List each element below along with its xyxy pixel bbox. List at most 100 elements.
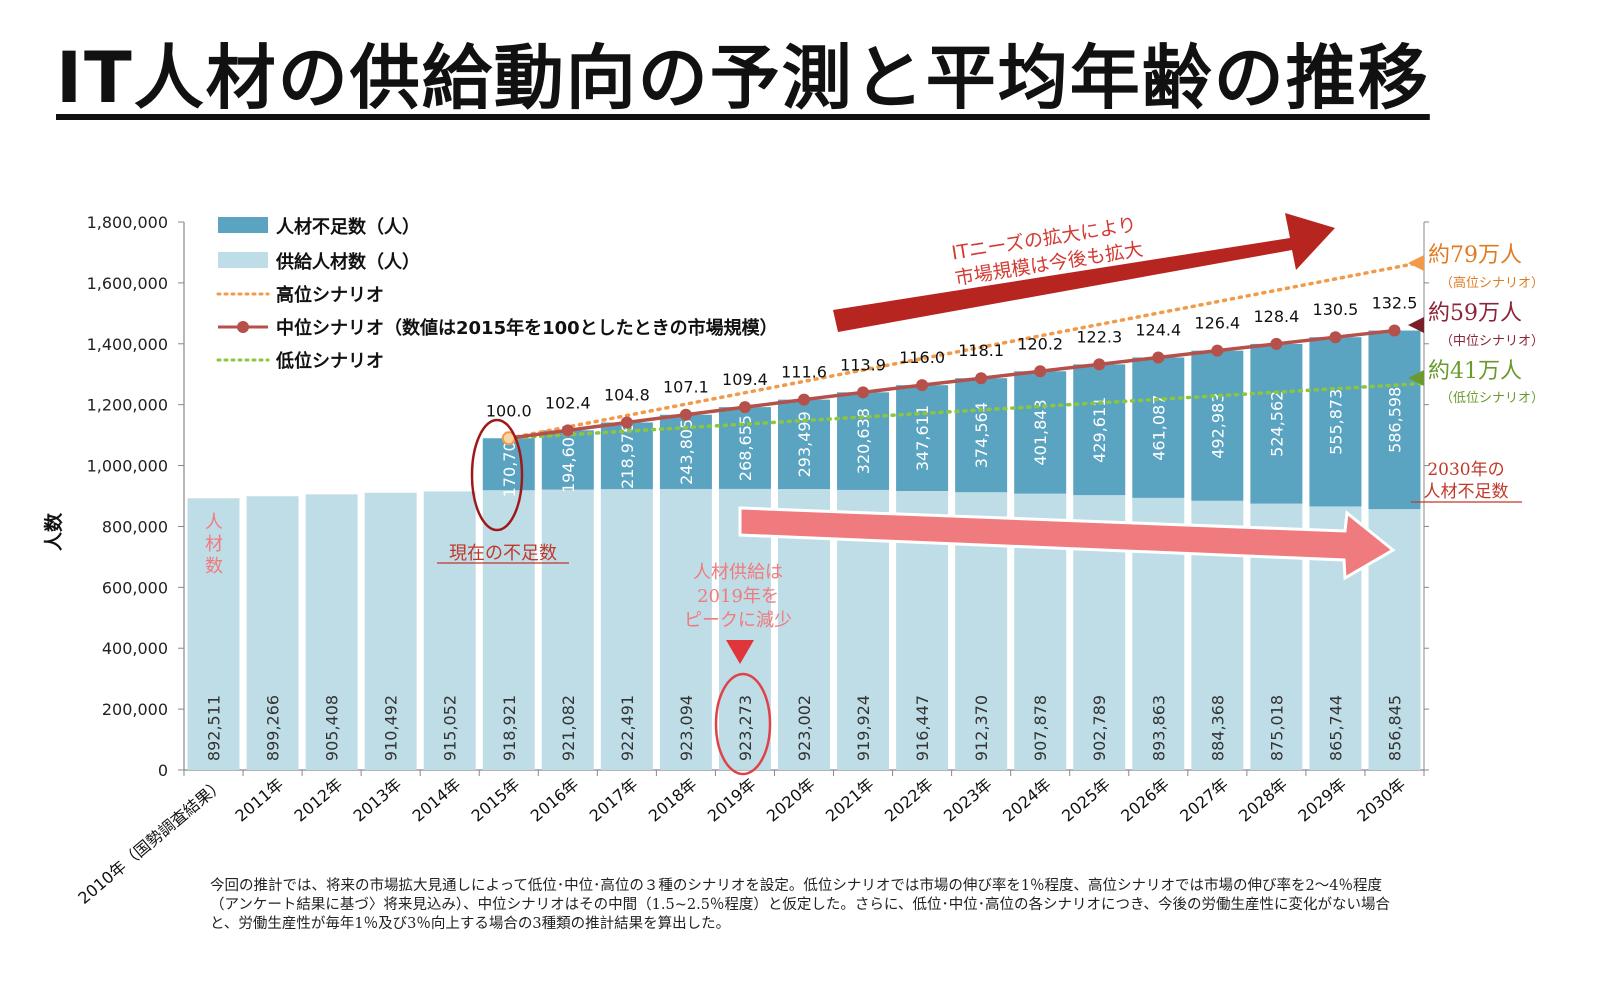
shortage-bar: [837, 392, 890, 490]
high-pointer-icon: [1408, 255, 1424, 271]
mid-scenario-point: [679, 408, 692, 421]
y-tick-label: 1,200,000: [87, 396, 168, 415]
x-tick-label: 2023年: [940, 775, 996, 826]
supply-value-label: 856,845: [1385, 695, 1404, 761]
supply-value-label: 921,082: [559, 695, 578, 761]
x-tick-label: 2014年: [409, 775, 465, 826]
mid-scenario-value-label: 109.4: [722, 370, 768, 389]
supply-value-label: 905,408: [323, 695, 342, 761]
supply-value-label: 923,273: [736, 695, 755, 761]
supply-value-label: 912,370: [972, 695, 991, 761]
legend-swatch-shortage: [218, 217, 268, 233]
peak-supply-highlight: [714, 672, 772, 776]
supply-bar: [423, 491, 476, 770]
shortage-bar: [1309, 337, 1362, 507]
mid-scenario-value-label: 132.5: [1372, 294, 1418, 313]
x-tick-label: 2030年: [1353, 775, 1409, 826]
x-tick-label: 2029年: [1294, 775, 1350, 826]
x-tick-label: 2022年: [881, 775, 937, 826]
shortage-bar: [1250, 343, 1303, 504]
supply-value-label: 910,492: [382, 695, 401, 761]
right-sublabel-mid: （中位シナリオ）: [1440, 334, 1544, 349]
legend-label: 人材不足数（人）: [276, 216, 420, 238]
right-sublabel-high: （高位シナリオ）: [1440, 275, 1544, 291]
y-tick-label: 1,800,000: [87, 213, 168, 232]
mid-scenario-value-label: 126.4: [1194, 314, 1240, 333]
supply-value-label: 892,511: [205, 695, 224, 761]
legend: 人材不足数（人） 供給人材数（人） 高位シナリオ中位シナリオ（数値は2015年を10…: [216, 216, 778, 372]
supply-value-label: 915,052: [441, 695, 460, 761]
shortage-value-label: 320,638: [854, 408, 873, 474]
shortage-bar: [1132, 357, 1185, 498]
shortage-bar: [541, 430, 594, 490]
mid-scenario-line: [508, 328, 1395, 441]
mid-scenario-point: [1388, 324, 1401, 337]
y-tick-label: 400,000: [102, 639, 168, 658]
x-tick-label: 2013年: [350, 775, 406, 826]
y-tick-label: 1,600,000: [87, 274, 168, 293]
x-tick-label: 2026年: [1117, 775, 1173, 826]
shortage-bar: [600, 422, 653, 490]
supply-value-label: 923,094: [677, 695, 696, 761]
mid-scenario-value-label: 113.9: [840, 355, 886, 374]
mid-scenario-value-label: 128.4: [1253, 307, 1299, 326]
mid-scenario-point: [857, 386, 870, 399]
supply-value-label: 919,924: [854, 695, 873, 761]
supply-bar: [600, 489, 653, 770]
right-label-high: 約79万人: [1428, 243, 1522, 268]
shortage-value-label: 170,700: [500, 431, 519, 497]
bar-side-label: 人: [205, 512, 223, 533]
supply-peak-label: 人材供給は: [693, 562, 783, 583]
x-tick-label: 2028年: [1235, 775, 1291, 826]
supply-bar: [659, 488, 712, 770]
supply-value-label: 865,744: [1326, 695, 1345, 761]
mid-scenario-value-label: 111.6: [781, 363, 827, 382]
shortage-2030-label: 人材不足数: [1424, 482, 1509, 502]
x-tick-label: 2016年: [527, 775, 583, 826]
shortage-bar: [718, 407, 771, 489]
x-tick-label: 2020年: [763, 775, 819, 826]
x-tick-label: 2025年: [1058, 775, 1114, 826]
shortage-bar: [482, 438, 535, 491]
shortage-value-label: 401,843: [1031, 399, 1050, 465]
supply-bar: [246, 496, 299, 770]
x-tick-label: 2024年: [999, 775, 1055, 826]
market-growth-arrow: [833, 213, 1335, 332]
right-label-mid: 約59万人: [1428, 301, 1522, 326]
bar-side-label: 材: [205, 534, 223, 555]
supply-value-label: 923,002: [795, 695, 814, 761]
mid-scenario-point: [916, 379, 929, 392]
x-tick-label: 2027年: [1176, 775, 1232, 826]
supply-value-label: 893,863: [1149, 695, 1168, 761]
mid-scenario-point: [798, 393, 810, 406]
y-tick-label: 1,000,000: [87, 457, 168, 476]
shortage-value-label: 268,655: [736, 415, 755, 481]
shortage-bar: [955, 378, 1008, 493]
mid-scenario-value-label: 116.0: [899, 348, 945, 367]
shortage-value-label: 555,873: [1326, 389, 1345, 455]
mid-scenario-point: [1211, 344, 1224, 357]
supply-decline-arrow: [738, 506, 1396, 581]
supply-value-label: 916,447: [913, 695, 932, 761]
high-scenario-line: [507, 260, 1427, 441]
legend-label: 低位シナリオ: [275, 350, 384, 372]
y-tick-label: 600,000: [102, 578, 168, 597]
y-tick-label: 200,000: [102, 700, 168, 719]
shortage-value-label: 194,608: [559, 427, 578, 493]
peak-down-arrow-icon: [726, 640, 754, 664]
shortage-value-label: 347,611: [913, 405, 932, 471]
shortage-bar: [1368, 330, 1421, 510]
supply-peak-label: 2019年を: [697, 586, 779, 607]
y-tick-label: 1,400,000: [87, 335, 168, 354]
supply-bar: [187, 498, 240, 770]
shortage-2030-label: 2030年の: [1427, 460, 1504, 480]
mid-scenario-point: [620, 416, 633, 429]
shortage-value-label: 524,562: [1267, 391, 1286, 457]
mid-scenario-point: [1270, 337, 1283, 350]
supply-value-label: 884,368: [1208, 695, 1227, 761]
footnote: 今回の推計では、将来の市場拡大見通しによって低位･中位･高位の３種のシナリオを設…: [210, 878, 1390, 932]
low-scenario-line: [507, 381, 1427, 441]
shortage-bar: [896, 385, 949, 491]
supply-value-label: 922,491: [618, 695, 637, 761]
